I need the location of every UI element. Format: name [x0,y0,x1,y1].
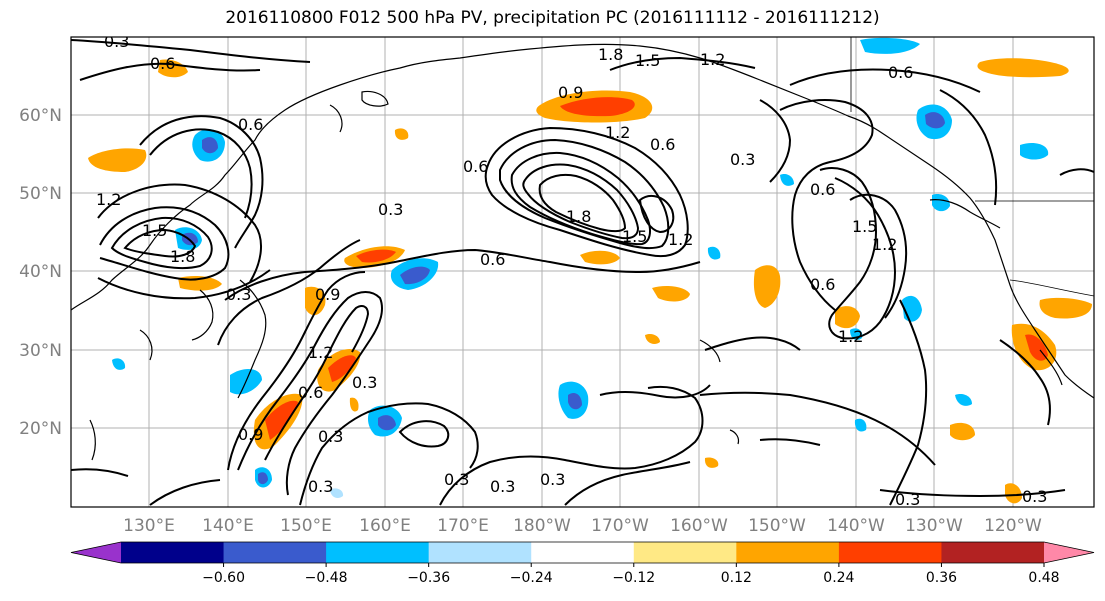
contour-labels: 0.3 0.6 1.8 1.5 1.2 0.6 0.9 1.2 0.6 0.6 … [96,32,1047,509]
lon-label: 130°E [123,516,175,536]
pv-contours [71,39,1094,506]
coastlines [71,43,1094,461]
contour-label: 0.6 [150,54,175,73]
contour-label: 0.9 [315,285,340,304]
contour-label: 0.6 [650,135,675,154]
colorbar-tick-label: 0.48 [1028,570,1059,586]
contour-label: 0.9 [558,83,583,102]
contour-label: 1.5 [142,221,167,240]
contour-label: 0.6 [463,157,488,176]
contour-label: 1.8 [566,207,591,226]
colorbar-tick-label: 0.36 [926,570,957,586]
contour-label: 0.3 [895,490,920,509]
contour-label: 0.6 [888,63,913,82]
colorbar-tick-label: −0.24 [510,570,553,586]
lat-label: 20°N [19,419,62,439]
colorbar-segment [428,542,532,563]
contour-label: 0.3 [308,477,333,496]
lat-label: 60°N [19,106,62,126]
colorbar-segment [223,542,327,563]
contour-label: 1.8 [598,45,623,64]
colorbar-segment [633,542,737,563]
precip-negative [112,37,1049,498]
lat-label: 30°N [19,341,62,361]
colorbar-tick-label: 0.12 [721,570,752,586]
colorbar-segment [838,542,942,563]
colorbar-segment [941,542,1045,563]
contour-label: 0.6 [810,180,835,199]
contour-label: 0.3 [352,373,377,392]
contour-label: 0.3 [226,285,251,304]
contour-label: 0.3 [378,200,403,219]
colorbar-tick-label: −0.60 [202,570,245,586]
colorbar-tick-label: −0.12 [612,570,655,586]
lon-label: 160°W [670,516,728,536]
colorbar-extend-low [71,542,121,563]
contour-label: 1.2 [700,50,725,69]
contour-label: 1.2 [872,235,897,254]
contour-label: 1.2 [668,230,693,249]
colorbar-tick-label: −0.48 [305,570,348,586]
contour-label: 0.6 [480,250,505,269]
contour-label: 0.3 [444,470,469,489]
precip-positive [88,58,1092,504]
contour-label: 0.9 [238,425,263,444]
colorbar: −0.60 −0.48 −0.36 −0.24 −0.12 0.12 0.24 0.36 0.4… [70,541,1095,586]
lon-label: 130°W [905,516,963,536]
contour-label: 0.3 [730,150,755,169]
lon-label: 170°W [591,516,649,536]
lon-label: 170°E [437,516,489,536]
colorbar-segment [531,542,635,563]
contour-label: 0.6 [298,383,323,402]
lon-labels: 130°E 140°E 150°E 160°E 170°E 180°W 170°… [123,516,1042,536]
contour-label: 0.3 [540,470,565,489]
contour-label: 0.3 [104,32,129,51]
colorbar-segment [121,542,225,563]
contour-label: 0.3 [318,427,343,446]
lon-label: 140°W [827,516,885,536]
lat-label: 50°N [19,184,62,204]
lon-label: 120°W [984,516,1042,536]
contour-label: 1.2 [96,190,121,209]
map-frame [70,36,1095,508]
colorbar-tick-label: 0.24 [823,570,854,586]
lon-label: 180°W [513,516,571,536]
lon-label: 150°E [280,516,332,536]
contour-label: 1.5 [852,217,877,236]
lon-label: 150°W [748,516,806,536]
lon-label: 160°E [359,516,411,536]
lon-label: 140°E [202,516,254,536]
colorbar-segment [326,542,430,563]
contour-label: 0.6 [810,275,835,294]
lat-label: 40°N [19,262,62,282]
colorbar-extend-high [1044,542,1094,563]
lat-labels: 60°N 50°N 40°N 30°N 20°N [19,106,62,439]
contour-label: 1.5 [635,51,660,70]
map-title: 2016110800 F012 500 hPa PV, precipitatio… [225,8,880,28]
contour-label: 1.5 [622,227,647,246]
contour-label: 1.8 [170,247,195,266]
contour-label: 0.6 [238,115,263,134]
contour-label: 1.2 [308,343,333,362]
contour-label: 1.2 [838,327,863,346]
colorbar-outline [70,541,1095,564]
colorbar-tick-label: −0.36 [407,570,450,586]
contour-label: 0.3 [1022,487,1047,506]
contour-label: 0.3 [490,477,515,496]
colorbar-segment [736,542,840,563]
contour-label: 1.2 [605,123,630,142]
